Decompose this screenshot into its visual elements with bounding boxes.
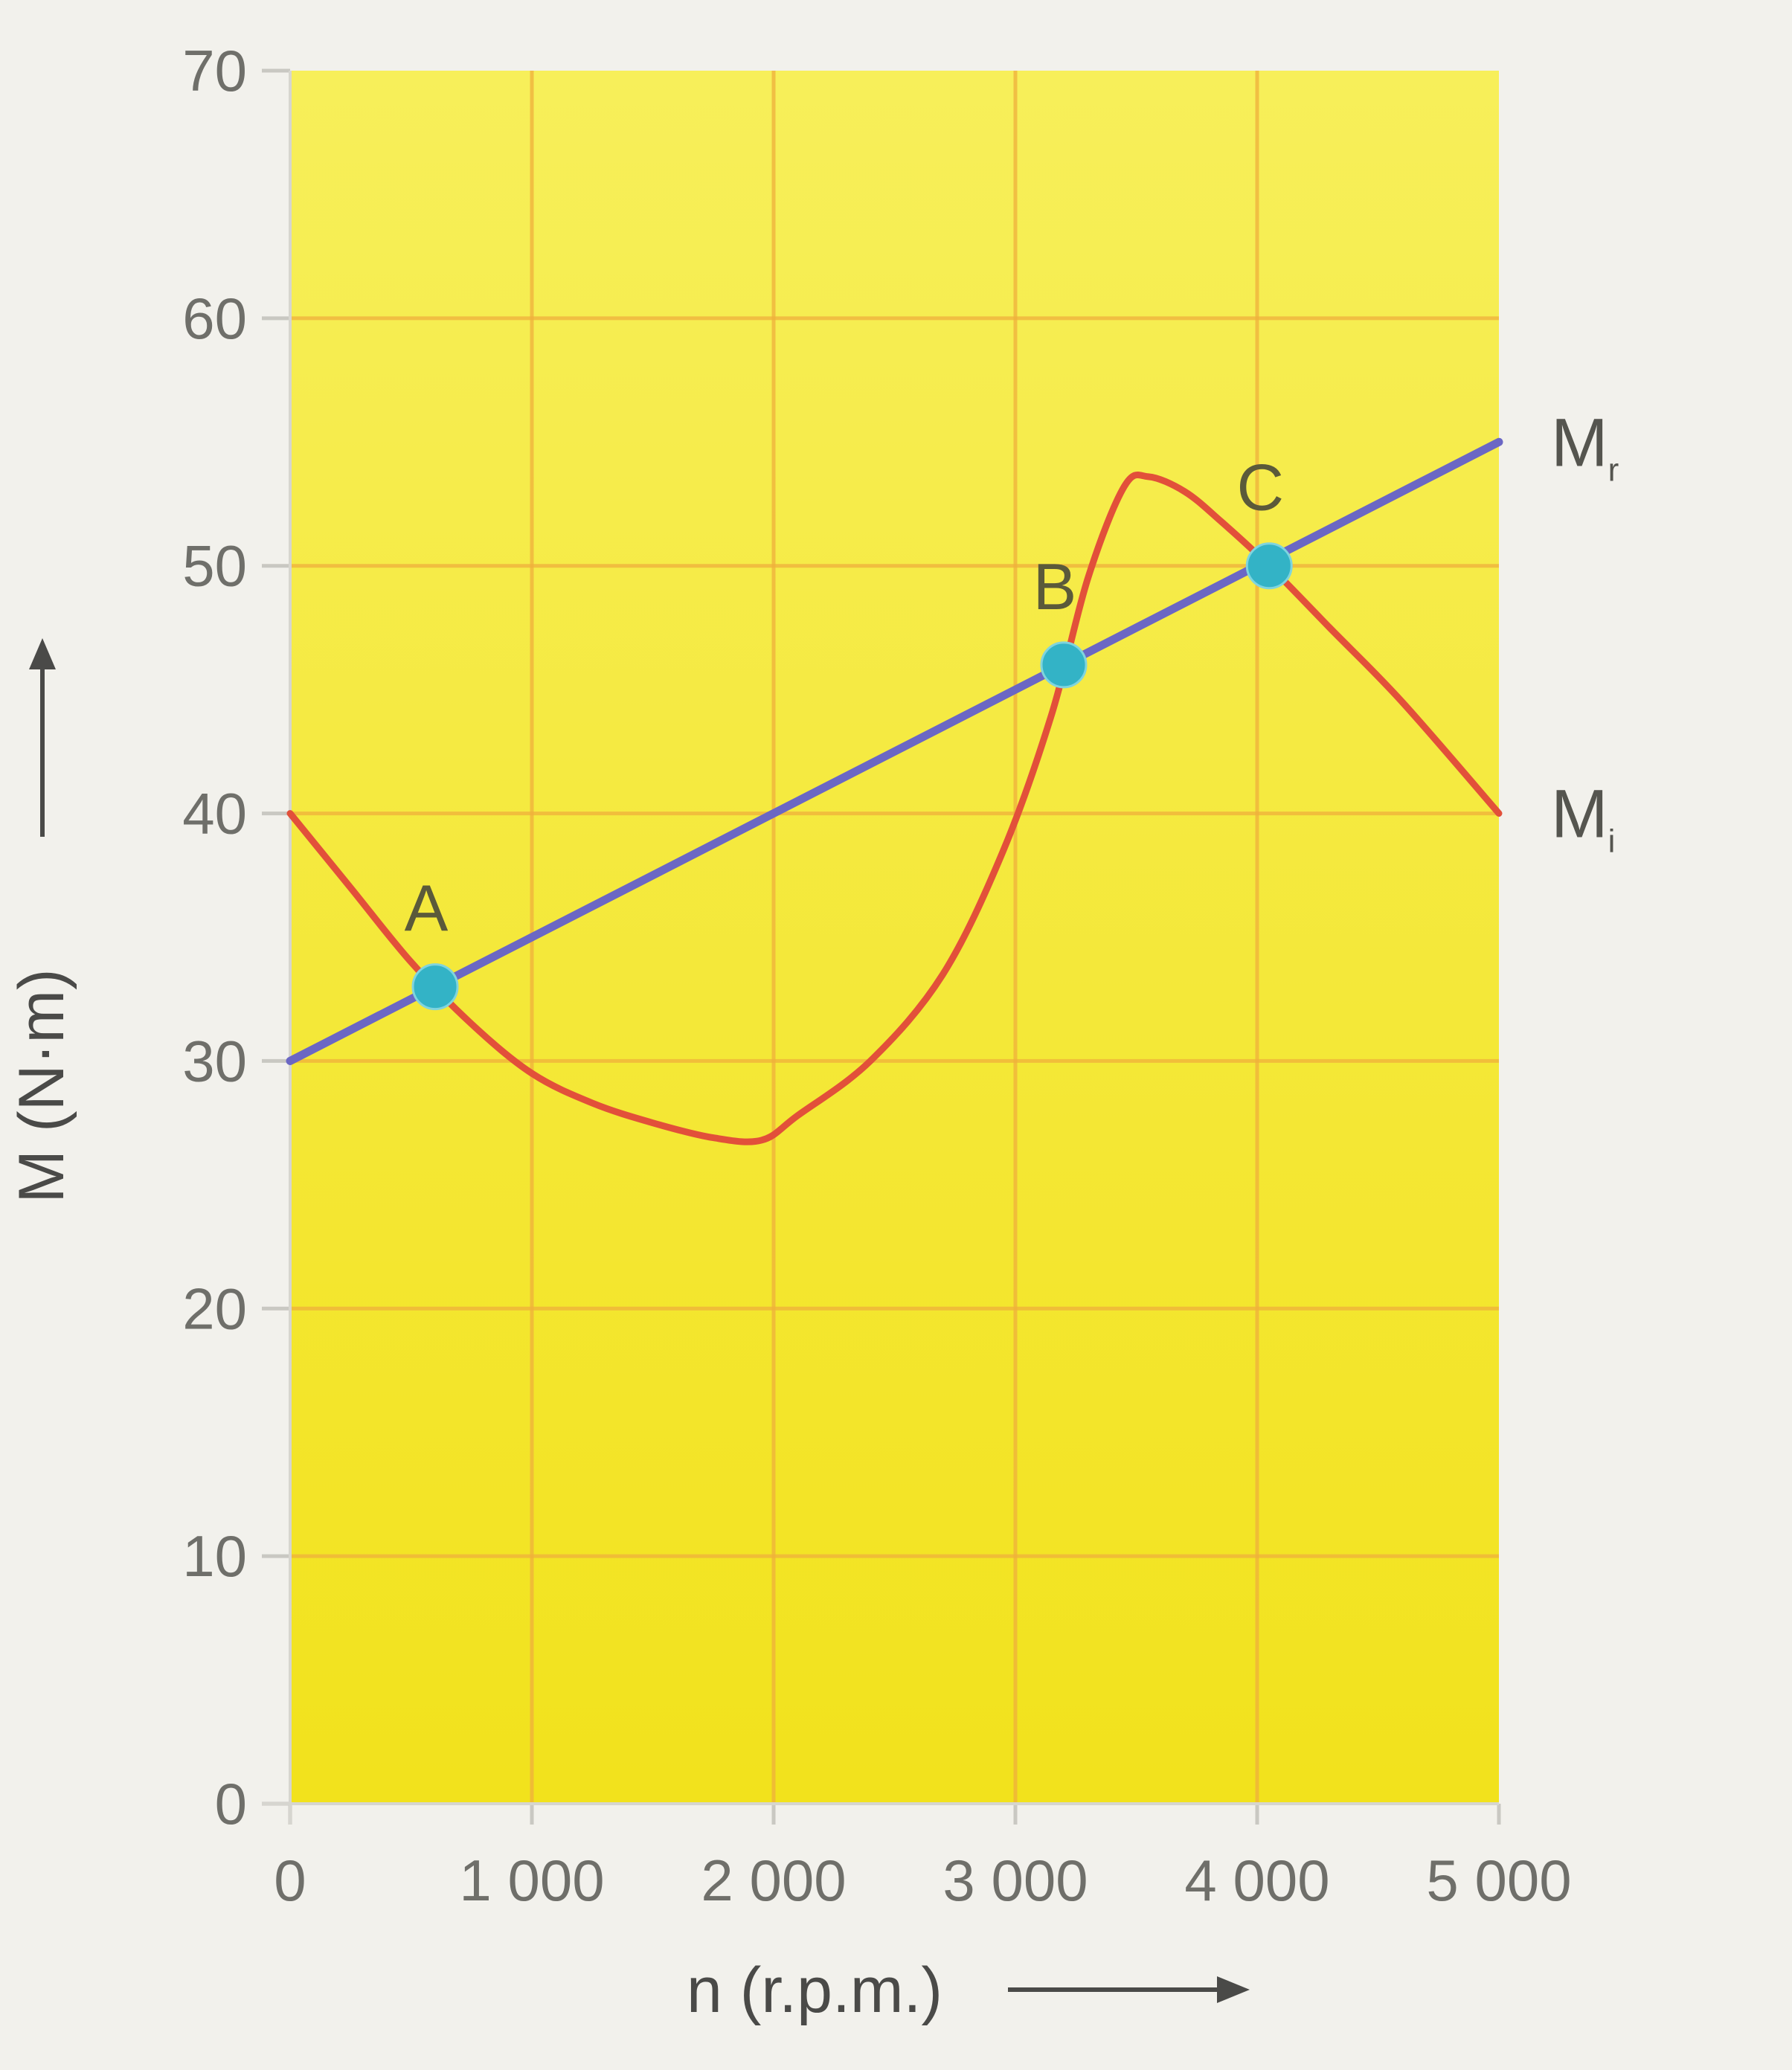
y-axis-label: M (N·m) bbox=[6, 968, 77, 1203]
y-tick-label: 30 bbox=[182, 1028, 247, 1093]
y-tick-label: 50 bbox=[182, 533, 247, 599]
x-axis-arrow bbox=[1008, 1976, 1250, 2003]
point-c-marker bbox=[1245, 542, 1293, 590]
y-tick-label: 20 bbox=[182, 1276, 247, 1341]
x-tick-label: 2 000 bbox=[701, 1848, 846, 1913]
series-label-mr: Mr bbox=[1551, 405, 1619, 488]
marked-points: A B C bbox=[405, 451, 1293, 1011]
x-tick-label: 4 000 bbox=[1184, 1848, 1329, 1913]
y-tick-label: 60 bbox=[182, 286, 247, 351]
x-tick-label: 0 bbox=[274, 1848, 306, 1913]
grid bbox=[290, 71, 1499, 1804]
y-tick-label: 10 bbox=[182, 1523, 247, 1589]
point-a-marker bbox=[411, 963, 459, 1011]
x-axis-label: n (r.p.m.) bbox=[687, 1955, 942, 2026]
y-tick-label: 40 bbox=[182, 781, 247, 846]
series-label-mi: Mi bbox=[1551, 777, 1615, 860]
point-a-label: A bbox=[405, 872, 449, 945]
y-axis-arrow bbox=[29, 638, 56, 837]
y-tick-label: 70 bbox=[182, 38, 247, 103]
plot-area bbox=[290, 71, 1499, 1804]
y-tick-label: 0 bbox=[215, 1771, 247, 1836]
x-tick-label: 3 000 bbox=[942, 1848, 1088, 1913]
series-line-mr bbox=[286, 437, 1503, 1065]
point-b-marker bbox=[1040, 641, 1088, 689]
axis-ticks: 0 1 000 2 000 3 000 4 000 5 000 0 10 20 30 40 50 60 7… bbox=[182, 38, 1571, 1913]
x-tick-label: 5 000 bbox=[1426, 1848, 1571, 1913]
point-c-label: C bbox=[1236, 451, 1284, 524]
point-b-label: B bbox=[1033, 550, 1077, 623]
x-tick-label: 1 000 bbox=[459, 1848, 604, 1913]
